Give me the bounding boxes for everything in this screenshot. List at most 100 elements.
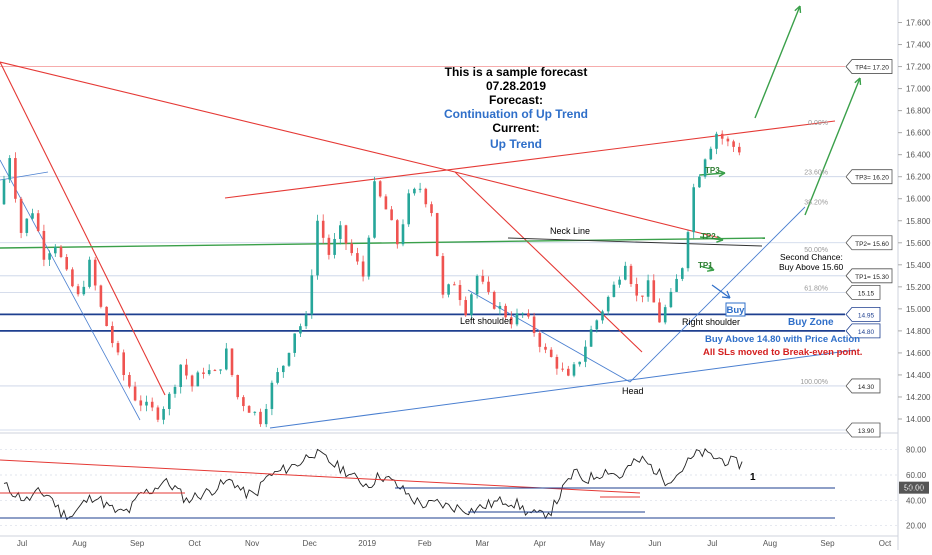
x-tick-label: Nov [245, 539, 259, 548]
forecast-title: This is a sample forecast [445, 65, 588, 79]
candle-body [401, 224, 405, 245]
candle-body [145, 401, 148, 406]
candle-body [681, 268, 684, 279]
x-tick-label: May [590, 539, 605, 548]
price-tag-box [845, 169, 893, 185]
tp2-label: TP2 [701, 232, 716, 241]
candle-body [150, 401, 154, 408]
candle-body [475, 275, 479, 295]
candle-body [25, 218, 29, 233]
buy-zone-label: Buy Zone [788, 317, 834, 328]
candle-body [299, 326, 302, 334]
x-tick-label: Dec [303, 539, 317, 548]
candle-body [202, 372, 205, 374]
candle-body [76, 286, 80, 295]
candle-body [213, 370, 217, 372]
candle-body [504, 305, 507, 318]
candle-body [435, 213, 439, 257]
fib-level-label: 100.00% [800, 379, 828, 386]
price-tag-label: 13.90 [858, 428, 875, 435]
candle-body [71, 269, 74, 287]
price-tick-label: 14.600 [906, 349, 931, 358]
candle-body [424, 188, 428, 205]
candle-body [105, 306, 108, 327]
forecast-arrow [754, 5, 801, 119]
candle-body [698, 176, 701, 188]
fib-level-label: 38.20% [804, 199, 828, 206]
candle-body [247, 406, 251, 413]
x-tick-label: Jul [707, 539, 717, 548]
osc-tick-label: 50.00 [906, 484, 927, 493]
x-tick-label: Feb [418, 539, 432, 548]
candle-body [253, 411, 257, 413]
price-tick-label: 16.400 [906, 151, 931, 160]
price-tag-label: 14.80 [858, 329, 875, 336]
candle-body [527, 313, 530, 317]
candle-body [720, 133, 724, 139]
candle-body [293, 333, 296, 353]
candle-body [190, 375, 194, 387]
current-heading: Current: [492, 121, 539, 135]
candle-body [111, 326, 114, 344]
candle-body [264, 408, 268, 425]
candle-body [14, 158, 17, 199]
price-tick-label: 15.200 [906, 283, 931, 292]
candle-body [242, 397, 245, 407]
candle-body [532, 316, 536, 334]
price-tag-label: TP3= 16.20 [855, 175, 889, 182]
candle-body [492, 291, 496, 309]
candle-body [54, 246, 57, 254]
candle-body [606, 296, 610, 312]
x-tick-label: Jun [648, 539, 661, 548]
candle-body [407, 193, 410, 225]
candle-body [498, 305, 502, 309]
candle-body [549, 349, 553, 357]
current-value: Up Trend [490, 137, 542, 151]
sl-note-label: All SLs moved to Break-even point. [703, 347, 862, 358]
candle-body [453, 284, 456, 286]
price-tag-label: 14.95 [858, 312, 875, 319]
candle-body [430, 204, 433, 214]
candle-body [225, 348, 228, 370]
candle-body [669, 291, 673, 308]
tp-arrow [699, 236, 724, 241]
buy-arrow [711, 284, 731, 299]
candle-body [629, 265, 633, 285]
osc-tick-label: 40.00 [906, 496, 927, 505]
candle-body [521, 313, 524, 315]
forecast-value: Continuation of Up Trend [444, 107, 588, 121]
price-tick-label: 17.200 [906, 63, 931, 72]
candle-body [572, 364, 576, 376]
osc-value-tag [899, 481, 929, 494]
candle-body [544, 346, 547, 350]
candle-body [418, 188, 422, 190]
x-tick-label: Jul [17, 539, 27, 548]
candle-body [282, 365, 285, 373]
blue-trendline [269, 349, 856, 429]
candle-body [196, 372, 200, 387]
price-tick-label: 16.800 [906, 107, 931, 116]
price-tag-box [845, 422, 881, 438]
candle-body [738, 146, 741, 153]
price-tag-box [845, 235, 893, 251]
candle-body [510, 317, 513, 325]
candle-body [93, 259, 97, 286]
price-tick-label: 15.400 [906, 261, 931, 270]
candle-body [185, 364, 188, 376]
red-trendline [224, 120, 836, 199]
price-tick-label: 15.800 [906, 217, 931, 226]
x-tick-label: Aug [72, 539, 86, 548]
price-tick-label: 16.200 [906, 173, 931, 182]
price-tick-label: 17.600 [906, 19, 931, 28]
candle-body [219, 369, 222, 371]
candle-body [116, 343, 120, 353]
candle-body [276, 372, 279, 383]
candle-body [88, 259, 91, 287]
oscillator-line [3, 448, 743, 521]
candle-body [236, 375, 239, 398]
candle-body [168, 393, 171, 409]
red-trendline [454, 171, 643, 353]
candle-body [36, 213, 40, 231]
candle-body [481, 275, 485, 282]
